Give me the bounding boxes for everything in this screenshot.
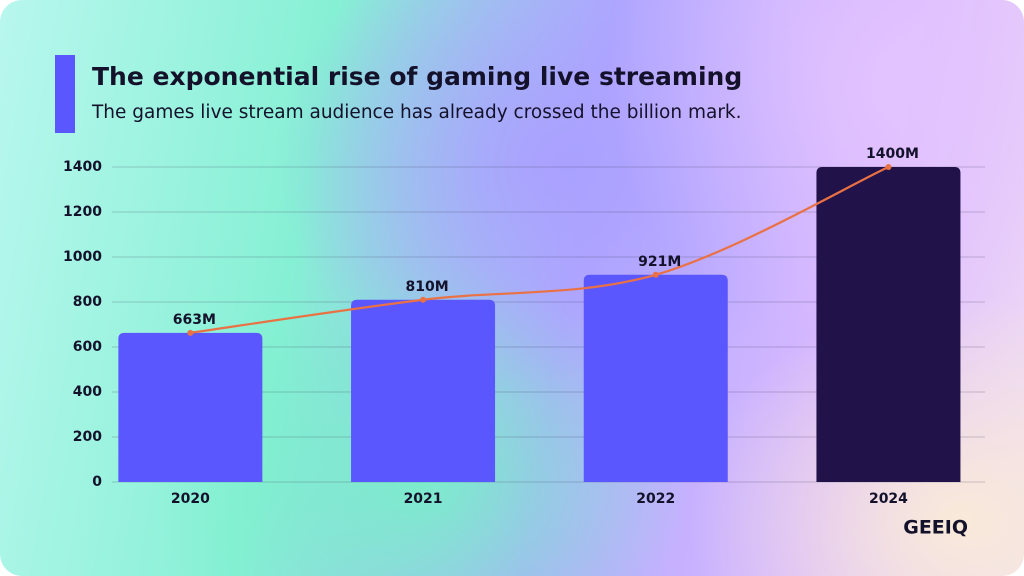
bar: [118, 332, 263, 482]
value-label: 810M: [405, 279, 448, 295]
value-label: 921M: [638, 254, 681, 270]
accent-bar: [55, 55, 75, 133]
bar: [583, 274, 728, 482]
bar: [816, 167, 961, 482]
x-tick-label: 2022: [636, 491, 675, 507]
chart-title: The exponential rise of gaming live stre…: [92, 62, 742, 91]
chart-subtitle: The games live stream audience has alrea…: [91, 102, 742, 123]
x-tick-label: 2021: [404, 491, 443, 507]
y-tick-label: 1200: [63, 204, 102, 220]
trend-point: [885, 164, 892, 170]
bar: [351, 299, 496, 482]
y-tick-label: 1000: [63, 249, 102, 265]
x-tick-label: 2024: [869, 491, 908, 507]
x-tick-label: 2020: [171, 491, 210, 507]
trend-point: [652, 271, 659, 278]
y-tick-label: 800: [73, 294, 102, 310]
y-tick-label: 0: [92, 474, 102, 490]
value-label: 1400M: [866, 146, 919, 162]
y-tick-label: 600: [73, 339, 102, 355]
trend-point: [187, 329, 194, 336]
trend-point: [420, 296, 427, 303]
trend-line: [190, 166, 889, 334]
y-tick-label: 200: [73, 429, 102, 445]
value-label: 663M: [173, 312, 216, 328]
y-tick-label: 400: [73, 384, 102, 400]
brand: GEEIQ: [903, 517, 968, 539]
y-tick-label: 1400: [63, 159, 102, 175]
